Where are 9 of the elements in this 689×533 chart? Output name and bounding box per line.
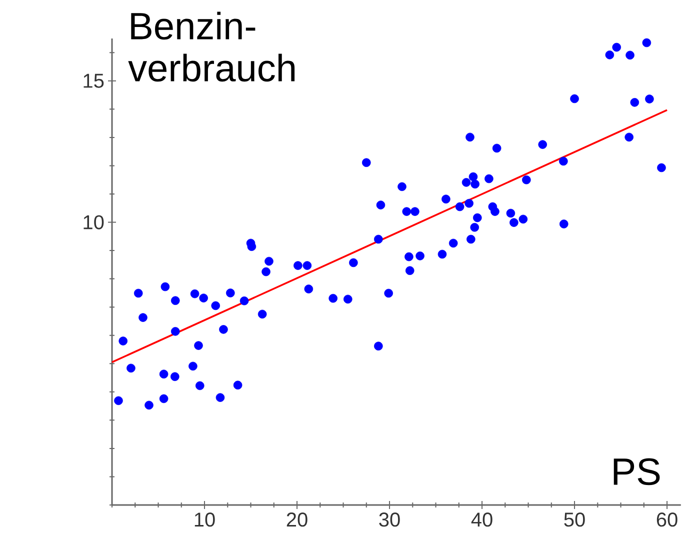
y-tick-label: 15 [84,74,104,88]
x-tick-label: 20 [286,512,308,527]
x-tick-label: 40 [471,512,492,527]
x-tick-label: 30 [379,512,400,527]
x-axis-title: PS [614,458,660,486]
y-axis-title: Benzin-verbrauch [128,12,295,82]
x-tick-label: 50 [564,512,585,527]
x-tick-label: 10 [194,512,215,527]
x-tick-label: 60 [656,512,678,527]
